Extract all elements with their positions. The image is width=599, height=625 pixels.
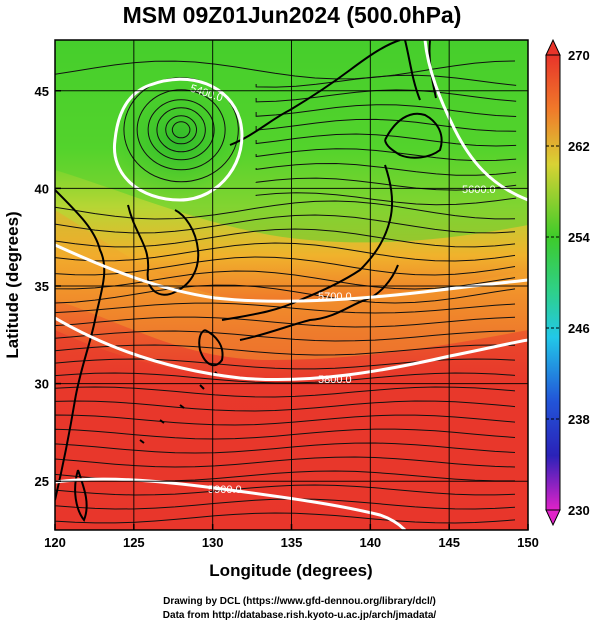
streamline — [55, 284, 516, 304]
streamline — [55, 330, 516, 342]
x-tick-label: 120 — [44, 535, 66, 550]
streamline — [55, 214, 516, 234]
x-axis-ticks: 120 125 130 135 140 145 150 — [44, 524, 539, 550]
streamline — [55, 512, 516, 524]
streamline-vortex — [171, 121, 191, 139]
x-tick-label: 140 — [359, 535, 381, 550]
x-axis-label: Longitude (degrees) — [209, 561, 372, 580]
kyushu-coast — [198, 329, 224, 367]
streamline — [55, 242, 516, 262]
contour-5600 — [423, 40, 528, 202]
map-title: MSM 09Z01Jun2024 (500.0hPa) — [123, 2, 462, 28]
streamline — [55, 316, 516, 328]
taiwan-coast — [74, 469, 88, 522]
streamline — [255, 162, 517, 176]
contour-labels: 5400.0 5600.0 5700.0 5800.0 5900.0 — [189, 83, 496, 496]
colorbar: 270 262 254 246 238 230 — [545, 38, 590, 527]
colorbar-tick-label: 262 — [568, 139, 590, 154]
streamline — [55, 200, 516, 220]
streamline — [55, 256, 516, 276]
contour-label-5600: 5600.0 — [462, 184, 496, 196]
warm-band — [55, 210, 528, 360]
primorye-coast — [229, 40, 401, 146]
colorbar-tick-label: 270 — [568, 48, 590, 63]
streamline — [55, 60, 516, 80]
streamline — [255, 177, 517, 191]
colorbar-gradient — [545, 54, 561, 511]
contour-5800 — [55, 316, 528, 382]
contour-label-5800: 5800.0 — [318, 374, 352, 386]
y-tick-label: 35 — [35, 279, 49, 294]
streamline — [55, 372, 516, 384]
colorbar-tick-label: 246 — [568, 321, 590, 336]
y-tick-label: 40 — [35, 181, 49, 196]
y-tick-label: 45 — [35, 84, 49, 99]
x-tick-label: 135 — [281, 535, 303, 550]
ryukyu-islands — [139, 371, 220, 444]
streamline — [55, 484, 516, 496]
colorbar-tick-label: 230 — [568, 503, 590, 518]
honshu-coast — [221, 164, 399, 341]
contour-5900 — [55, 477, 407, 530]
streamline-vortex — [147, 99, 215, 161]
streamline — [255, 192, 517, 206]
china-coast — [55, 189, 106, 501]
streamline-vortex — [136, 89, 226, 171]
x-tick-label: 150 — [517, 535, 539, 550]
plot-area: 5400.0 5600.0 5700.0 5800.0 5900.0 — [55, 40, 528, 530]
streamline — [55, 400, 516, 412]
colorbar-tick-label: 254 — [568, 230, 590, 245]
x-tick-label: 130 — [202, 535, 224, 550]
credit-drawing: Drawing by DCL (https://www.gfd-dennou.o… — [163, 596, 436, 607]
hokkaido-coast — [384, 112, 443, 159]
y-tick-label: 30 — [35, 377, 49, 392]
streamline — [55, 456, 516, 468]
streamline — [255, 133, 517, 147]
wind-streamlines — [55, 60, 517, 524]
streamline — [55, 302, 516, 314]
streamline — [255, 74, 517, 88]
x-tick-label: 125 — [123, 535, 145, 550]
credit-data: Data from http://database.rish.kyoto-u.a… — [162, 610, 437, 621]
y-axis-ticks: 25 30 35 40 45 — [35, 84, 61, 489]
streamline — [55, 428, 516, 440]
streamline — [55, 414, 516, 426]
streamline-vortex — [165, 115, 198, 145]
y-axis-label: Latitude (degrees) — [3, 211, 22, 358]
lat-lon-grid — [55, 40, 528, 530]
streamline — [55, 228, 516, 248]
streamline — [55, 442, 516, 454]
colorbar-bottom-arrow — [545, 509, 561, 527]
x-tick-label: 145 — [438, 535, 460, 550]
streamline — [255, 148, 517, 162]
korean-peninsula-coast — [127, 204, 200, 296]
contour-label-5700: 5700.0 — [318, 291, 352, 303]
y-tick-label: 25 — [35, 474, 49, 489]
streamline — [55, 498, 516, 510]
coastlines — [55, 40, 443, 522]
colorbar-top-arrow — [545, 38, 561, 56]
colorbar-ticks: 270 262 254 246 238 230 — [546, 48, 590, 518]
streamline-vortex — [156, 107, 206, 153]
streamline — [255, 118, 517, 132]
colorbar-tick-label: 238 — [568, 412, 590, 427]
streamline — [55, 386, 516, 398]
contour-label-5900: 5900.0 — [208, 484, 242, 496]
